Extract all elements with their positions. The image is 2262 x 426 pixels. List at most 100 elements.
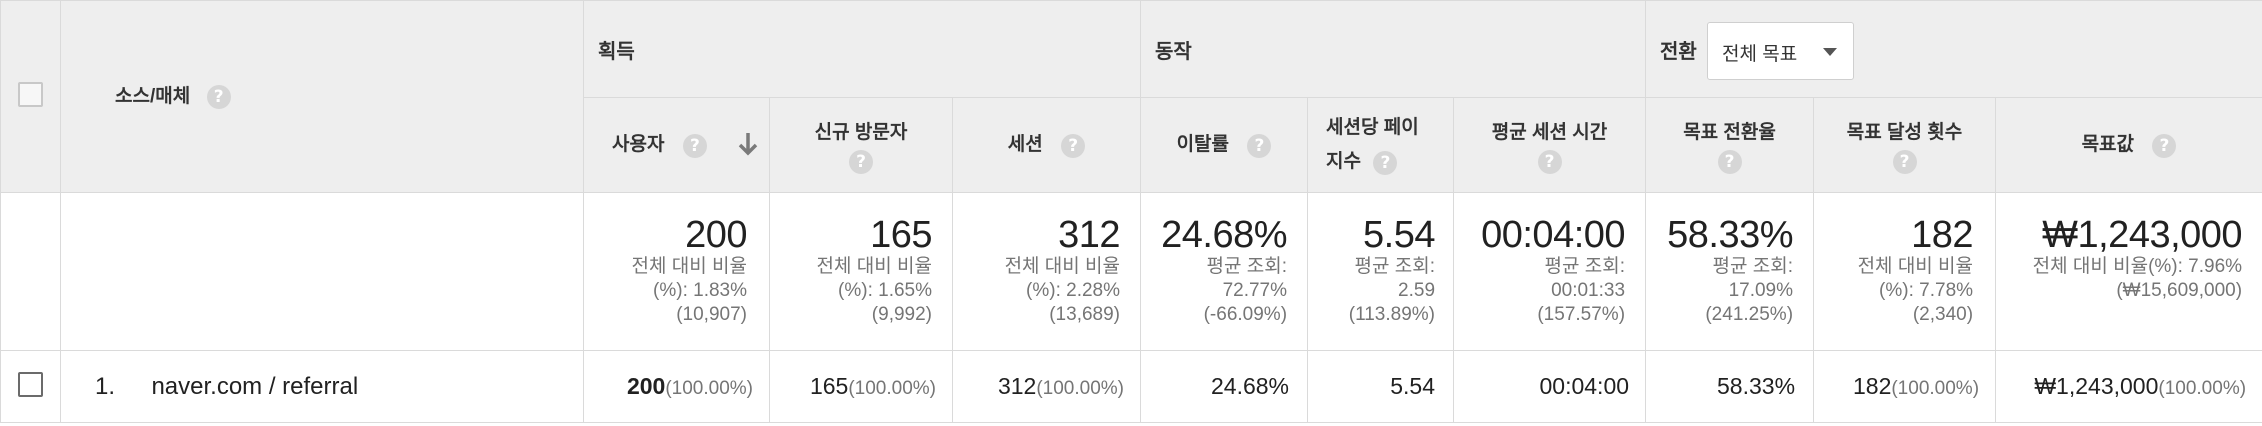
summary-value: 165 (870, 214, 932, 256)
summary-value: 5.54 (1363, 214, 1436, 256)
goal-select[interactable]: 전체 목표 (1707, 22, 1855, 80)
summary-value: 200 (685, 214, 747, 256)
col-header-bounce-rate-label: 이탈률 (1176, 134, 1230, 155)
goal-select-value: 전체 목표 (1722, 44, 1798, 65)
summary-sub: (%): 2.28% (1026, 280, 1121, 301)
col-header-pages-per-session-label-2: 지수 (1326, 151, 1361, 172)
summary-sub: (157.57%) (1537, 304, 1626, 325)
summary-sub: 2.59 (1398, 280, 1436, 301)
summary-sub: (2,340) (1912, 304, 1974, 325)
summary-sub: 17.09% (1728, 280, 1794, 301)
help-icon[interactable]: ? (206, 85, 231, 110)
help-icon[interactable]: ? (682, 133, 707, 158)
summary-sub: (%): 1.65% (838, 280, 932, 301)
sort-down-arrow-icon[interactable] (735, 131, 761, 159)
help-icon[interactable]: ? (1373, 150, 1398, 175)
col-header-new-visitors[interactable]: 신규 방문자 ? (769, 97, 953, 193)
row-users: 200(100.00%) (583, 350, 770, 423)
summary-sub: (-66.09%) (1203, 304, 1288, 325)
group-conversion: 전환 전체 목표 (1645, 0, 2262, 98)
help-icon[interactable]: ? (1537, 150, 1562, 174)
col-header-goal-value[interactable]: 목표값 ? (1995, 97, 2262, 193)
table-row: 1. naver.com / referral 200(100.00%) 165… (0, 350, 2262, 423)
col-header-pages-per-session[interactable]: 세션당 페이 지수 ? (1307, 97, 1455, 193)
source-medium-header[interactable]: 소스/매체 ? (60, 0, 584, 193)
summary-sessions: 312 전체 대비 비율 (%): 2.28% (13,689) (951, 192, 1142, 351)
help-icon[interactable]: ? (1247, 133, 1272, 158)
summary-sub: (113.89%) (1348, 304, 1436, 325)
summary-goal-completions: 182 전체 대비 비율 (%): 7.78% (2,340) (1813, 192, 1997, 351)
summary-sub: (%): 1.83% (653, 280, 747, 301)
col-header-avg-session-duration-label: 평균 세션 시간 (1491, 122, 1608, 143)
row-sessions-pct: (100.00%) (1036, 378, 1125, 399)
summary-value: 182 (1911, 214, 1974, 256)
summary-empty-cell (60, 192, 584, 351)
source-medium-link[interactable]: naver.com / referral (151, 372, 359, 400)
col-header-sessions-label: 세션 (1007, 134, 1043, 155)
summary-value: 58.33% (1667, 214, 1794, 256)
summary-sub: (₩15,609,000) (2116, 280, 2243, 301)
summary-sub: (241.25%) (1705, 304, 1794, 325)
row-users-pct: (100.00%) (665, 378, 753, 399)
col-header-sessions[interactable]: 세션 ? (951, 97, 1142, 193)
group-conversion-title: 전환 (1660, 41, 1697, 63)
col-header-goal-conversion-rate-label: 목표 전환율 (1683, 122, 1776, 143)
col-header-goal-completions[interactable]: 목표 달성 횟수 ? (1813, 97, 1997, 193)
row-pages-per-session: 5.54 (1307, 350, 1455, 423)
row-goal-completions-pct: (100.00%) (1891, 378, 1980, 399)
summary-value: 00:04:00 (1481, 214, 1626, 256)
row-avg-session-duration-value: 00:04:00 (1539, 373, 1630, 399)
row-goal-conversion-rate: 58.33% (1645, 350, 1815, 423)
select-all-cell (0, 0, 61, 193)
row-goal-completions: 182(100.00%) (1813, 350, 1997, 423)
row-checkbox-cell (0, 350, 61, 423)
summary-sub: 전체 대비 비율 (631, 256, 747, 277)
help-icon[interactable]: ? (1892, 150, 1917, 174)
summary-users: 200 전체 대비 비율 (%): 1.83% (10,907) (583, 192, 770, 351)
help-icon[interactable]: ? (1717, 150, 1742, 174)
summary-sub: 00:01:33 (1551, 280, 1626, 301)
help-icon[interactable]: ? (849, 150, 873, 174)
select-all-checkbox[interactable] (18, 81, 43, 107)
summary-row: 200 전체 대비 비율 (%): 1.83% (10,907) 165 전체 … (0, 192, 2262, 351)
help-icon[interactable]: ? (2152, 133, 2177, 158)
summary-sub: 전체 대비 비율 (1857, 256, 1974, 277)
row-new-visitors: 165(100.00%) (769, 350, 953, 423)
summary-goal-value: ₩1,243,000 전체 대비 비율(%): 7.96% (₩15,609,0… (1995, 192, 2262, 351)
col-header-bounce-rate[interactable]: 이탈률 ? (1140, 97, 1309, 193)
row-pages-per-session-value: 5.54 (1390, 373, 1436, 399)
summary-avg-session-duration: 00:04:00 평균 조회: 00:01:33 (157.57%) (1453, 192, 1647, 351)
summary-sub: 전체 대비 비율 (816, 256, 932, 277)
row-new-visitors-pct: (100.00%) (848, 378, 936, 399)
summary-sub: (%): 7.78% (1879, 280, 1974, 301)
summary-sub: 평균 조회: (1712, 256, 1794, 277)
row-avg-session-duration: 00:04:00 (1453, 350, 1647, 423)
col-header-users[interactable]: 사용자 ? (583, 97, 770, 193)
summary-sub: (13,689) (1049, 304, 1121, 325)
summary-new-visitors: 165 전체 대비 비율 (%): 1.65% (9,992) (769, 192, 953, 351)
group-acquisition-title: 획득 (598, 41, 635, 63)
row-goal-value-value: ₩1,243,000 (2034, 373, 2159, 399)
row-goal-value-pct: (100.00%) (2158, 378, 2247, 399)
col-header-goal-value-label: 목표값 (2081, 134, 2135, 155)
row-bounce-rate-value: 24.68% (1211, 373, 1290, 399)
col-header-goal-conversion-rate[interactable]: 목표 전환율 ? (1645, 97, 1815, 193)
row-checkbox[interactable] (18, 371, 43, 397)
row-goal-value: ₩1,243,000(100.00%) (1995, 350, 2262, 423)
summary-sub: 평균 조회: (1354, 256, 1436, 277)
col-header-avg-session-duration[interactable]: 평균 세션 시간 ? (1453, 97, 1647, 193)
row-new-visitors-value: 165 (809, 373, 849, 399)
summary-bounce-rate: 24.68% 평균 조회: 72.77% (-66.09%) (1140, 192, 1309, 351)
row-goal-completions-value: 182 (1852, 373, 1892, 399)
row-goal-conversion-rate-value: 58.33% (1717, 373, 1796, 399)
summary-pages-per-session: 5.54 평균 조회: 2.59 (113.89%) (1307, 192, 1455, 351)
source-medium-label: 소스/매체 (115, 85, 191, 107)
col-header-new-visitors-label: 신규 방문자 (814, 122, 908, 143)
group-behavior: 동작 (1140, 0, 1647, 98)
col-header-users-label: 사용자 (612, 134, 665, 155)
summary-sub: (10,907) (676, 304, 747, 325)
row-sessions: 312(100.00%) (951, 350, 1142, 423)
help-icon[interactable]: ? (1061, 133, 1086, 158)
